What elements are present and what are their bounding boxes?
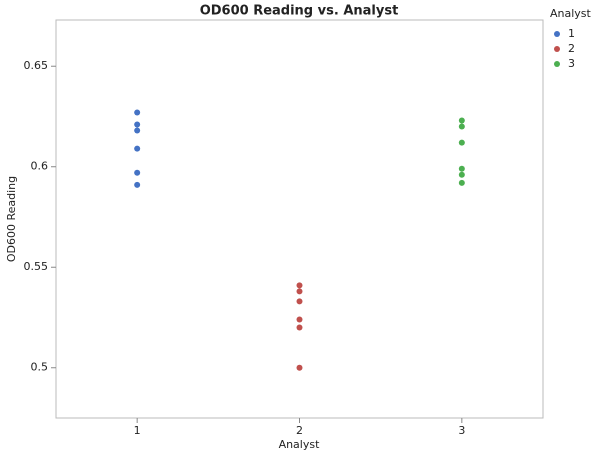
data-point [296, 324, 303, 331]
y-tick-label: 0.65 [24, 59, 49, 72]
data-point [296, 298, 303, 305]
legend-label: 3 [568, 57, 575, 70]
data-point [134, 109, 141, 116]
legend-marker [554, 61, 560, 67]
y-tick-label: 0.6 [31, 160, 49, 173]
y-tick-label: 0.5 [31, 361, 49, 374]
data-point [134, 127, 141, 134]
x-axis-label: Analyst [279, 438, 321, 451]
data-point [458, 123, 465, 130]
legend-label: 2 [568, 42, 575, 55]
data-point [296, 288, 303, 295]
legend-marker [554, 46, 560, 52]
data-point [458, 139, 465, 146]
data-point [458, 165, 465, 172]
data-point [296, 282, 303, 289]
data-point [458, 171, 465, 178]
x-tick-label: 2 [296, 424, 303, 437]
data-point [134, 145, 141, 152]
data-point [134, 181, 141, 188]
data-point [296, 316, 303, 323]
legend-marker [554, 31, 560, 37]
data-point [134, 169, 141, 176]
chart-title: OD600 Reading vs. Analyst [200, 4, 399, 19]
legend-label: 1 [568, 27, 575, 40]
data-point [134, 121, 141, 128]
y-axis-label: OD600 Reading [5, 176, 18, 262]
x-tick-label: 1 [134, 424, 141, 437]
plot-frame [55, 19, 544, 419]
data-point [458, 179, 465, 186]
y-tick-label: 0.55 [24, 260, 49, 273]
data-point [458, 117, 465, 124]
data-point [296, 364, 303, 371]
x-tick-label: 3 [458, 424, 465, 437]
legend-title: Analyst [550, 7, 592, 20]
